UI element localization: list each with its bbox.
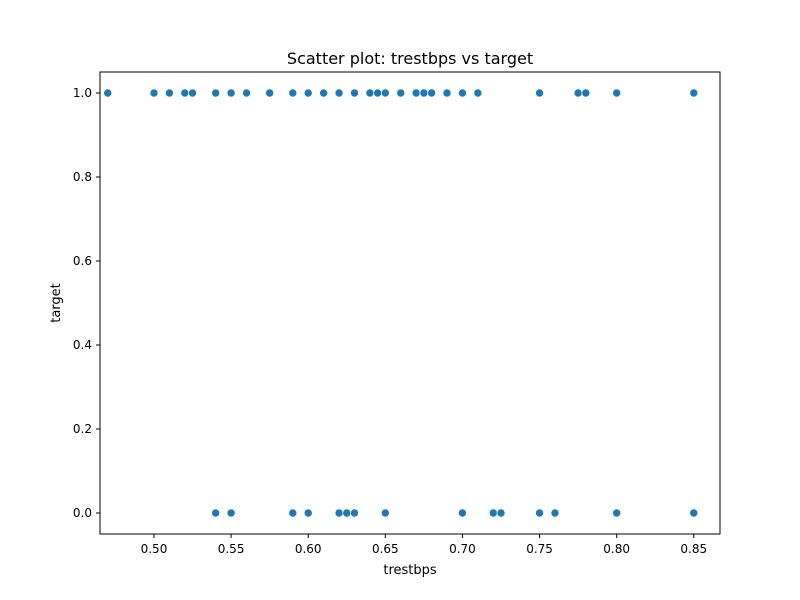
x-tick-label: 0.75 <box>526 542 553 556</box>
data-point <box>381 88 390 98</box>
data-point <box>303 508 313 518</box>
data-point <box>396 88 406 98</box>
data-point <box>550 508 560 518</box>
x-tick-label: 0.65 <box>372 542 399 556</box>
x-tick-label: 0.85 <box>680 542 707 556</box>
data-point <box>288 508 298 518</box>
data-point <box>242 88 251 98</box>
x-tick-label: 0.60 <box>295 542 322 556</box>
data-point <box>265 88 274 98</box>
data-point <box>211 508 220 518</box>
data-point <box>612 88 621 98</box>
x-axis-label: trestbps <box>383 563 437 578</box>
data-point <box>319 88 328 98</box>
y-tick-label: 0.6 <box>73 254 92 268</box>
y-axis-label: target <box>49 283 64 323</box>
data-point <box>188 88 197 98</box>
y-tick-label: 0.8 <box>73 170 92 184</box>
data-point <box>303 88 313 98</box>
data-point <box>373 88 382 98</box>
data-point <box>149 88 159 98</box>
data-point <box>226 88 236 98</box>
x-tick-label: 0.80 <box>603 542 630 556</box>
y-tick-label: 0.4 <box>73 338 92 352</box>
x-tick-label: 0.70 <box>449 542 476 556</box>
chart-title: Scatter plot: trestbps vs target <box>287 49 533 68</box>
data-point <box>180 88 190 98</box>
data-point <box>689 88 699 98</box>
data-point <box>211 88 220 98</box>
data-point <box>350 508 359 518</box>
data-point <box>581 88 591 98</box>
data-point <box>488 508 498 518</box>
data-point <box>103 88 113 98</box>
data-point <box>535 88 544 98</box>
data-point <box>573 88 583 98</box>
x-tick-label: 0.55 <box>218 542 245 556</box>
data-point <box>334 508 344 518</box>
data-point <box>342 508 352 518</box>
y-tick-label: 0.2 <box>73 422 92 436</box>
data-point <box>411 88 421 98</box>
data-point <box>365 88 375 98</box>
data-point <box>458 88 467 98</box>
data-point <box>334 88 344 98</box>
plot-area-frame <box>99 71 721 535</box>
data-point <box>496 508 506 518</box>
data-point <box>612 508 621 518</box>
data-point <box>419 88 429 98</box>
y-tick-label: 1.0 <box>73 86 92 100</box>
scatter-points <box>103 88 699 518</box>
data-point <box>473 88 483 98</box>
data-point <box>226 508 236 518</box>
data-point <box>350 88 359 98</box>
data-point <box>458 508 467 518</box>
x-axis-ticks: 0.50 0.55 0.60 0.65 0.70 0.75 0.80 0.85 <box>141 534 707 556</box>
data-point <box>689 508 699 518</box>
data-point <box>165 88 174 98</box>
data-point <box>427 88 436 98</box>
y-axis-ticks: 0.0 0.2 0.4 0.6 0.8 1.0 <box>73 86 100 520</box>
y-tick-label: 0.0 <box>73 506 92 520</box>
data-point <box>381 508 390 518</box>
data-point <box>535 508 544 518</box>
x-tick-label: 0.50 <box>141 542 168 556</box>
data-point <box>442 88 452 98</box>
data-point <box>288 88 298 98</box>
